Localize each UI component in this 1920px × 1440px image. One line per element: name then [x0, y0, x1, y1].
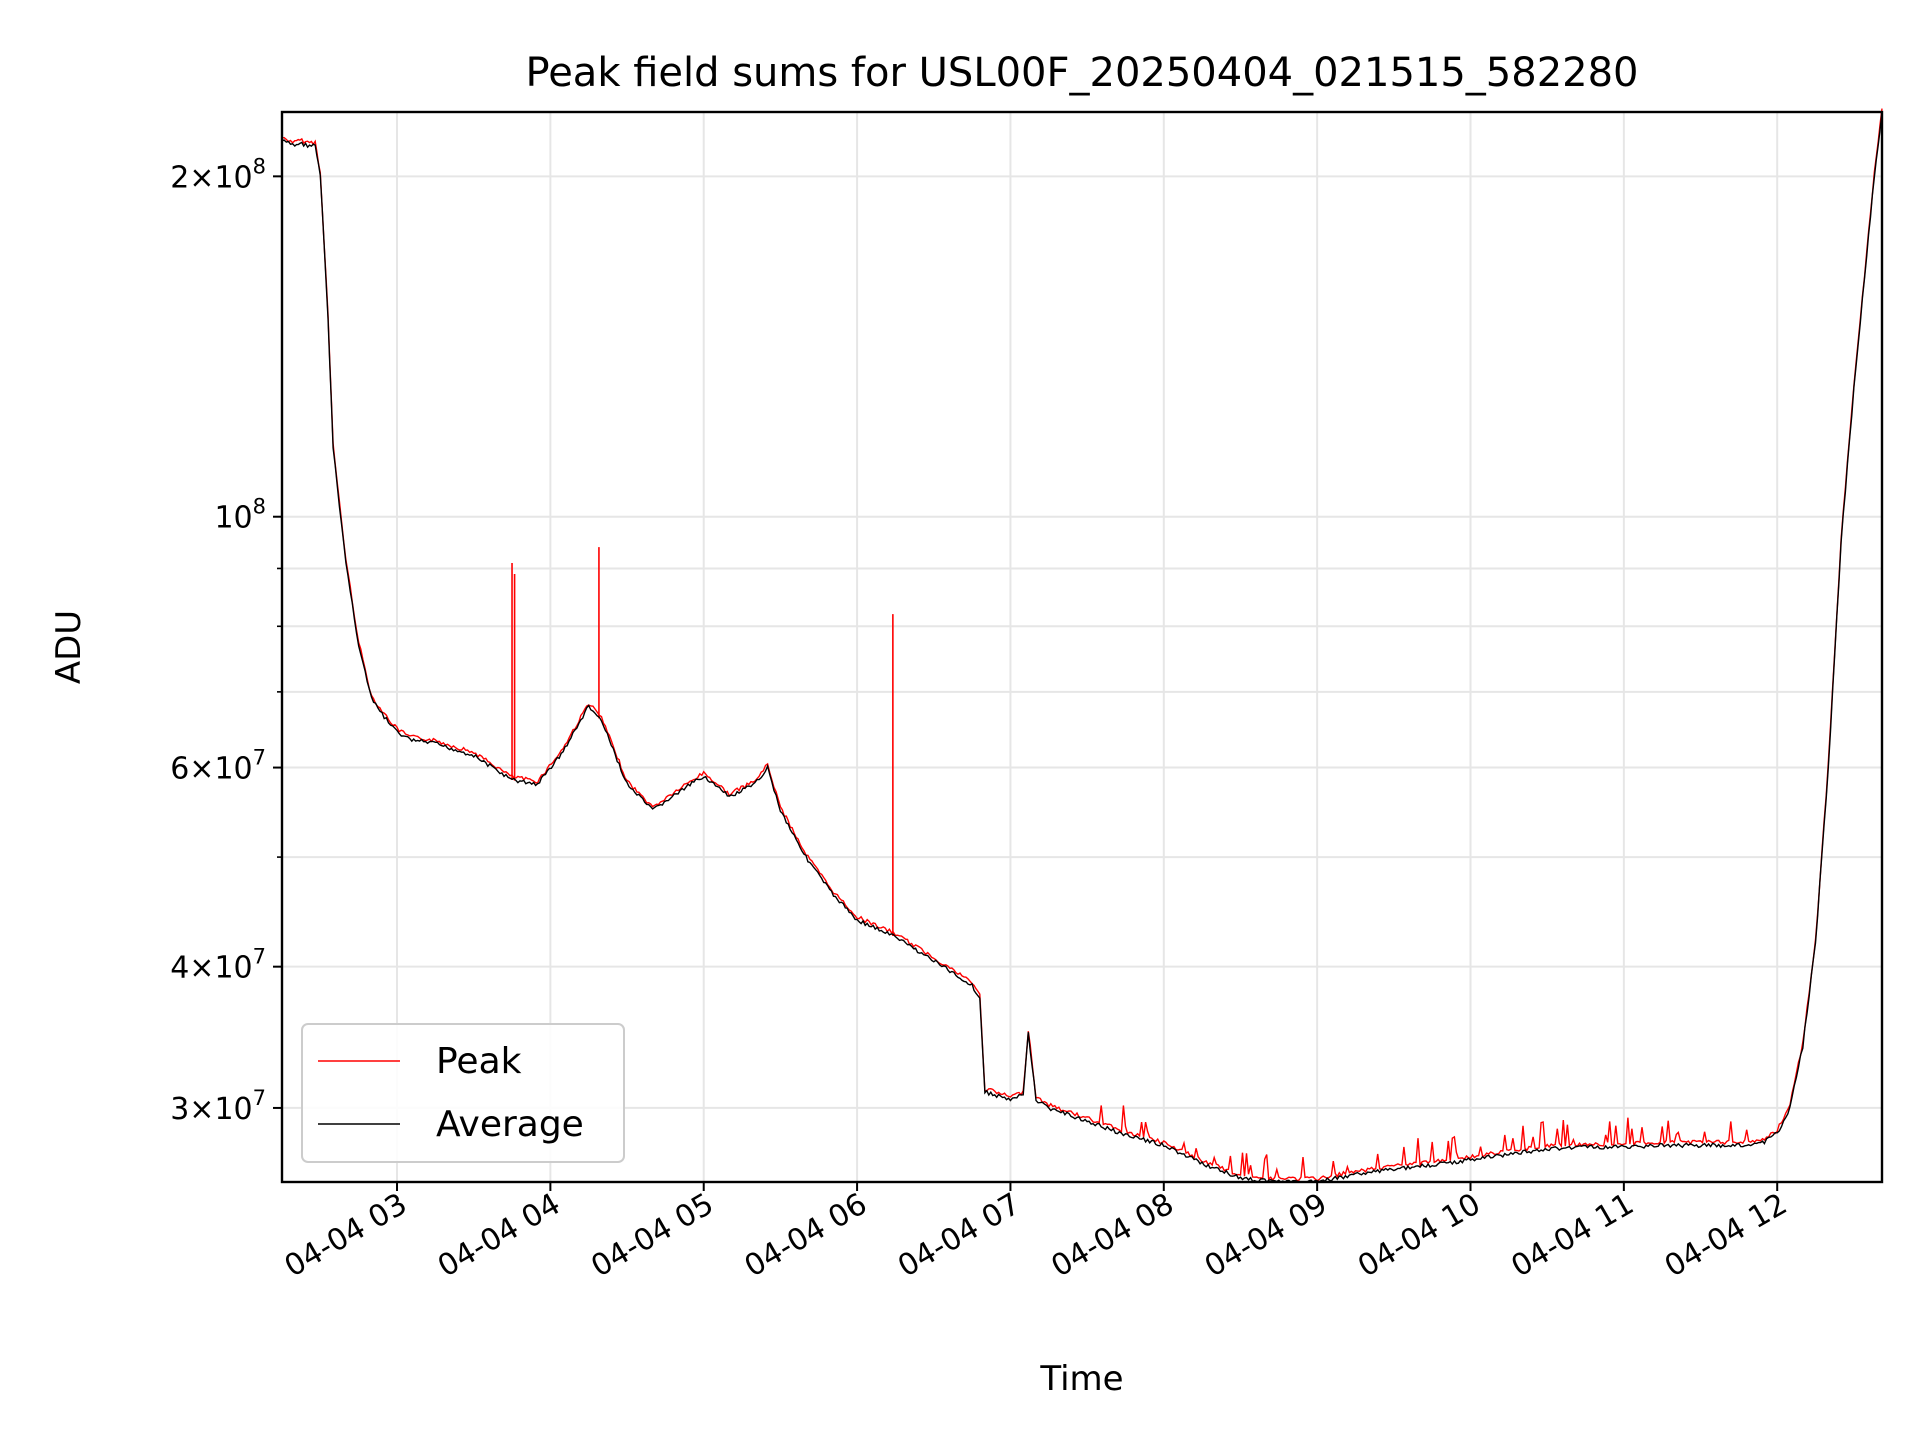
y-axis: 2×108 108 6×107 4×107 3×107 — [170, 154, 282, 1127]
series-average-line — [281, 111, 1883, 1184]
y-tick-mantissa: 3 — [170, 1092, 189, 1127]
y-tick-exponent: 8 — [253, 154, 266, 178]
x-tick-label: 04-04 12 — [1659, 1187, 1793, 1285]
y-tick-label: 3×107 — [170, 1086, 266, 1127]
legend-label-peak: Peak — [436, 1041, 522, 1082]
y-axis-label: ADU — [49, 610, 89, 684]
grid — [282, 112, 1882, 1182]
x-tick-label: 04-04 11 — [1506, 1187, 1640, 1285]
y-tick-mantissa: 2 — [170, 160, 189, 195]
x-tick-label: 04-04 08 — [1045, 1187, 1179, 1285]
y-tick-label: 108 — [214, 495, 266, 536]
y-tick-label: 2×108 — [170, 154, 266, 195]
y-tick-label: 6×107 — [170, 746, 266, 787]
legend-label-average: Average — [436, 1104, 584, 1145]
x-axis: 04-04 03 04-04 04 04-04 05 04-04 06 04-04 07… — [279, 1182, 1793, 1285]
legend-box — [301, 1023, 625, 1163]
y-tick-label: 4×107 — [170, 945, 266, 986]
y-tick-exponent: 7 — [253, 746, 266, 770]
x-tick-label: 04-04 05 — [585, 1187, 719, 1285]
legend: Peak Average — [301, 1023, 625, 1163]
y-tick-mantissa: 4 — [170, 951, 189, 986]
x-axis-label: Time — [1039, 1359, 1123, 1399]
y-tick-exponent: 7 — [253, 1086, 266, 1110]
chart-title: Peak field sums for USL00F_20250404_0215… — [526, 50, 1639, 96]
x-tick-label: 04-04 06 — [739, 1187, 873, 1285]
y-tick-exponent: 7 — [253, 945, 266, 969]
series-peak-line — [281, 108, 1883, 1182]
x-tick-label: 04-04 04 — [432, 1187, 566, 1285]
x-tick-label: 04-04 07 — [892, 1187, 1026, 1285]
plot-series — [281, 108, 1883, 1184]
y-tick-exponent: 8 — [253, 495, 266, 519]
x-tick-label: 04-04 09 — [1199, 1187, 1333, 1285]
x-tick-label: 04-04 10 — [1352, 1187, 1486, 1285]
plot-frame — [280, 110, 1884, 1184]
x-tick-label: 04-04 03 — [279, 1187, 413, 1285]
y-tick-mantissa: 6 — [170, 752, 189, 787]
